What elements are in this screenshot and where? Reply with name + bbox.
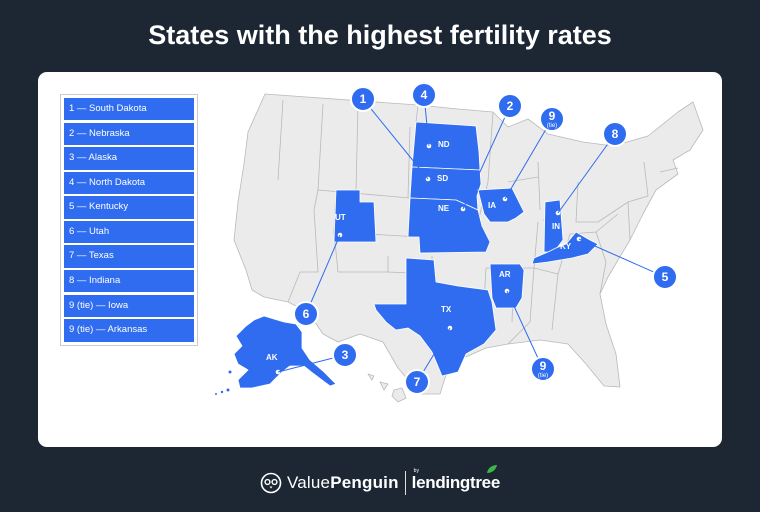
label-ia: IA	[488, 201, 496, 210]
label-ar: AR	[499, 270, 511, 279]
label-nd: ND	[438, 140, 450, 149]
svg-text:(tie): (tie)	[538, 373, 548, 379]
svg-text:6: 6	[303, 307, 310, 321]
hawaii	[367, 373, 407, 403]
legend-item: 5 — Kentucky	[64, 196, 194, 219]
state-nebraska	[407, 197, 491, 254]
marker-9-arkansas: 9 (tie)	[530, 356, 556, 382]
legend-item: 2 — Nebraska	[64, 122, 194, 145]
svg-text:(tie): (tie)	[547, 123, 557, 129]
legend-item: 6 — Utah	[64, 220, 194, 244]
svg-text:2: 2	[507, 99, 514, 113]
label-sd: SD	[437, 174, 448, 183]
marker-9-iowa: 9 (tie)	[539, 106, 565, 132]
legend-item: 9 (tie) — Iowa	[64, 294, 194, 318]
penguin-logo-icon	[260, 472, 282, 494]
us-map: ND SD NE IA UT IN KY AR TX AK 1	[215, 82, 704, 403]
brand-prefix: Value	[286, 473, 331, 492]
label-ut: UT	[335, 213, 346, 222]
marker-6: 6	[293, 301, 319, 327]
legend-item: 3 — Alaska	[64, 147, 194, 170]
by-label: by	[413, 468, 419, 474]
marker-2: 2	[497, 93, 523, 119]
page-title: States with the highest fertility rates	[148, 20, 612, 50]
footer: ValuePenguin by lendingtree	[0, 465, 760, 500]
lendingtree-logo: by lendingtree	[411, 465, 501, 493]
map-card: ND SD NE IA UT IN KY AR TX AK 1	[38, 72, 722, 447]
valuepenguin-wordmark: ValuePenguin	[287, 473, 399, 493]
legend-item: 4 — North Dakota	[64, 171, 194, 195]
legend-item: 9 (tie) — Arkansas	[64, 319, 194, 342]
alaska-islands	[215, 370, 232, 395]
svg-text:7: 7	[414, 375, 421, 389]
leaf-icon	[487, 465, 497, 473]
brand-suffix: Penguin	[330, 473, 399, 492]
state-iowa	[477, 187, 525, 223]
legend-item: 8 — Indiana	[64, 270, 194, 293]
label-ak: AK	[266, 353, 278, 362]
marker-1: 1	[350, 86, 376, 112]
svg-text:9: 9	[549, 109, 556, 123]
legend-item: 1 — South Dakota	[64, 98, 194, 121]
marker-3: 3	[332, 342, 358, 368]
marker-4: 4	[411, 82, 437, 108]
label-tx: TX	[441, 305, 452, 314]
state-alaska	[233, 315, 337, 389]
svg-text:5: 5	[662, 270, 669, 284]
state-texas	[373, 257, 497, 377]
marker-8: 8	[602, 121, 628, 147]
svg-text:1: 1	[360, 92, 367, 106]
label-ky: KY	[560, 242, 572, 251]
legend-item: 7 — Texas	[64, 245, 194, 268]
marker-5: 5	[652, 264, 678, 290]
state-arkansas	[489, 263, 525, 309]
state-utah	[333, 189, 377, 243]
label-ne: NE	[438, 204, 450, 213]
legend: 1 — South Dakota 2 — Nebraska 3 — Alaska…	[60, 94, 198, 346]
marker-7: 7	[404, 369, 430, 395]
footer-divider	[404, 471, 406, 495]
svg-text:8: 8	[612, 127, 619, 141]
lendingtree-wordmark: lendingtree	[411, 473, 501, 492]
svg-text:9: 9	[540, 359, 547, 373]
svg-text:3: 3	[342, 348, 349, 362]
svg-text:4: 4	[421, 88, 428, 102]
label-in: IN	[552, 222, 560, 231]
